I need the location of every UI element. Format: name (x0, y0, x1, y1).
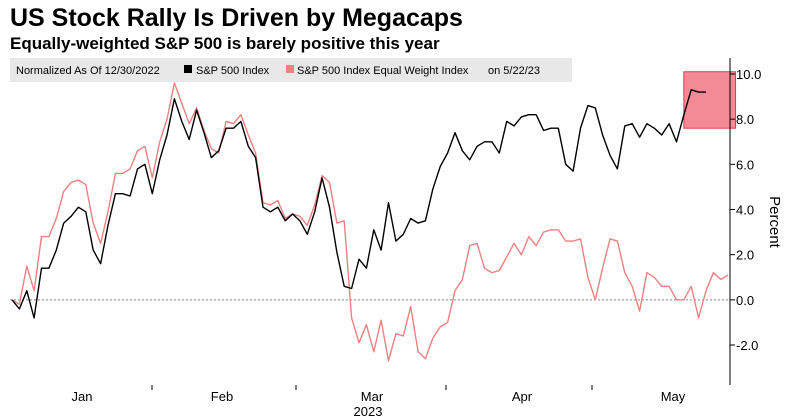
legend-swatch-equal-weight (286, 65, 294, 73)
legend-date: on 5/22/23 (488, 65, 540, 77)
series-sp500-line (11, 89, 706, 319)
x-tick-label: Jan (72, 389, 93, 404)
x-tick-label: Apr (512, 389, 533, 404)
x-tick-label: May (661, 389, 686, 404)
legend-swatch-sp500 (184, 65, 192, 73)
x-tick-label: Mar (361, 389, 384, 404)
y-tick-label: 10.0 (736, 67, 761, 82)
y-tick-label: 6.0 (736, 157, 754, 172)
x-year-label: 2023 (354, 404, 383, 419)
legend-item-sp500: S&P 500 Index (196, 65, 270, 77)
y-tick-label: 4.0 (736, 203, 754, 218)
y-axis-label: Percent (766, 196, 783, 249)
x-tick-label: Feb (211, 389, 233, 404)
legend-item-equal-weight: S&P 500 Index Equal Weight Index (297, 65, 469, 77)
highlight-box (683, 71, 737, 129)
y-tick-label: 2.0 (736, 248, 754, 263)
series-equal-weight-line (11, 82, 729, 362)
y-tick-label: -2.0 (736, 338, 758, 353)
chart-subtitle: Equally-weighted S&P 500 is barely posit… (10, 34, 440, 53)
chart-title: US Stock Rally Is Driven by Megacaps (10, 4, 463, 32)
legend-note: Normalized As Of 12/30/2022 (16, 65, 160, 77)
y-tick-label: 8.0 (736, 112, 754, 127)
y-tick-label: 0.0 (736, 293, 754, 308)
